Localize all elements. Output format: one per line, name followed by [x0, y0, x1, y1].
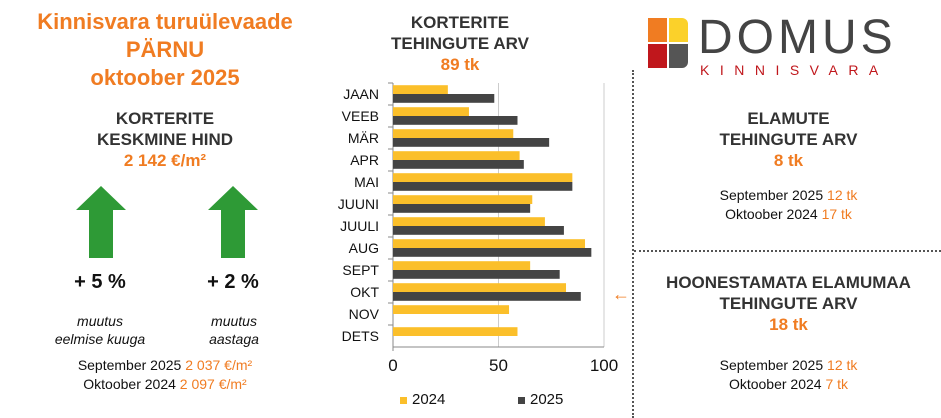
compare-row: September 2025 2 037 €/m² [0, 356, 330, 375]
label-line: muutus [77, 313, 123, 329]
title-city: PÄRNU [125, 37, 205, 62]
domus-logo: DOMUS KINNISVARA [646, 14, 936, 78]
y-tick-label: APR [350, 152, 379, 168]
compare-label: September 2025 [719, 187, 824, 203]
bar-2025 [393, 292, 581, 301]
bar-2025 [393, 182, 573, 191]
compare-label: Oktoober 2024 [725, 206, 818, 222]
highlight-arrow-icon: ← [612, 284, 630, 304]
heading-line: HOONESTAMATA ELAMUMAA [666, 273, 911, 292]
logo-name: DOMUS [698, 11, 897, 64]
compare-label: September 2025 [77, 357, 182, 373]
bar-2024 [393, 107, 469, 116]
y-tick-label: SEPT [342, 262, 379, 278]
legend-swatch [518, 397, 525, 404]
bar-2024 [393, 217, 545, 226]
label-line: aastaga [209, 331, 259, 347]
y-tick-label: JAAN [343, 86, 379, 102]
change-year-label: muutus aastaga [172, 312, 296, 348]
x-tick-label: 100 [590, 356, 618, 375]
compare-row: September 2025 12 tk [636, 356, 941, 375]
y-tick-label: NOV [349, 306, 380, 322]
change-year-value: + 2 % [207, 271, 259, 293]
heading-line: KESKMINE HIND [96, 130, 233, 149]
bar-2024 [393, 151, 520, 160]
y-tick-label: MÄR [348, 130, 379, 146]
bar-2024 [393, 85, 448, 94]
heading-line: KORTERITE [115, 109, 215, 128]
bar-2025 [393, 226, 564, 235]
compare-row: September 2025 12 tk [636, 186, 941, 205]
compare-value: 12 tk [827, 357, 858, 373]
bar-2025 [393, 270, 560, 279]
bar-2024 [393, 283, 567, 292]
y-tick-label: AUG [349, 240, 379, 256]
chart-title-text: KORTERITE TEHINGUTE ARV [391, 13, 529, 53]
bar-2024 [393, 129, 514, 138]
land-block: HOONESTAMATA ELAMUMAA TEHINGUTE ARV 18 t… [636, 272, 941, 335]
compare-value: 2 037 €/m² [185, 357, 253, 373]
change-month-label: muutus eelmise kuuga [30, 312, 170, 348]
y-tick-label: MAI [354, 174, 379, 190]
y-tick-label: JUUNI [338, 196, 379, 212]
y-tick-label: VEEB [342, 108, 379, 124]
arrow-up-icon [208, 186, 258, 258]
compare-value: 7 tk [825, 376, 849, 392]
bar-2025 [393, 138, 550, 147]
bar-2025 [393, 94, 495, 103]
arrow-up-icon [76, 186, 126, 258]
compare-row: Oktoober 2024 2 097 €/m² [0, 375, 330, 394]
land-compare: September 2025 12 tk Oktoober 2024 7 tk [636, 356, 941, 394]
title-period: oktoober 2025 [90, 65, 240, 90]
y-tick-label: JUULI [340, 218, 379, 234]
y-tick-label: OKT [350, 284, 379, 300]
title-line: Kinnisvara turuülevaade [37, 9, 293, 34]
houses-value: 8 tk [773, 151, 804, 170]
heading-line: TEHINGUTE ARV [719, 130, 858, 149]
compare-value: 12 tk [827, 187, 858, 203]
compare-value: 17 tk [821, 206, 852, 222]
chart-title: KORTERITE TEHINGUTE ARV 89 tk [360, 12, 560, 75]
bar-2025 [393, 160, 524, 169]
logo-sub: KINNISVARA [700, 62, 889, 78]
label-line: muutus [211, 313, 257, 329]
compare-label: September 2025 [719, 357, 824, 373]
bar-2024 [393, 173, 573, 182]
x-tick-label: 50 [489, 356, 508, 375]
y-tick-label: DETS [342, 328, 379, 344]
houses-compare: September 2025 12 tk Oktoober 2024 17 tk [636, 186, 941, 224]
bar-2024 [393, 195, 533, 204]
legend-swatch [400, 397, 407, 404]
chart-subtitle: 89 tk [440, 55, 480, 74]
report-title: Kinnisvara turuülevaade PÄRNU oktoober 2… [0, 8, 330, 92]
legend-label: 2025 [530, 391, 563, 408]
bar-2024 [393, 239, 586, 248]
bar-2025 [393, 204, 531, 213]
compare-label: Oktoober 2024 [728, 376, 822, 392]
bar-2025 [393, 116, 518, 125]
heading-line: TEHINGUTE ARV [719, 294, 858, 313]
x-tick-label: 0 [388, 356, 397, 375]
avg-price-value: 2 142 €/m² [123, 151, 207, 170]
divider [634, 250, 941, 252]
compare-row: Oktoober 2024 7 tk [636, 375, 941, 394]
compare-value: 2 097 €/m² [179, 376, 247, 392]
divider [632, 70, 634, 418]
legend-label: 2024 [412, 391, 445, 408]
heading-line: ELAMUTE [747, 109, 830, 128]
bar-2024 [393, 327, 518, 336]
logo-mark-icon [648, 18, 688, 68]
price-compare: September 2025 2 037 €/m² Oktoober 2024 … [0, 356, 330, 394]
houses-block: ELAMUTE TEHINGUTE ARV 8 tk [636, 108, 941, 171]
change-month-value: + 5 % [74, 271, 126, 293]
land-value: 18 tk [769, 315, 808, 334]
label-line: eelmise kuuga [54, 331, 146, 347]
bar-2024 [393, 305, 510, 314]
bar-2024 [393, 261, 531, 270]
compare-label: Oktoober 2024 [83, 376, 176, 392]
compare-row: Oktoober 2024 17 tk [636, 205, 941, 224]
bar-2025 [393, 248, 592, 257]
bar-chart: 0 50 100 JAAN VEEB MÄR APR MAI JUUNI JUULI AUG SEPT… [338, 82, 630, 408]
avg-price-heading: KORTERITE KESKMINE HIND 2 142 €/m² [60, 108, 270, 171]
